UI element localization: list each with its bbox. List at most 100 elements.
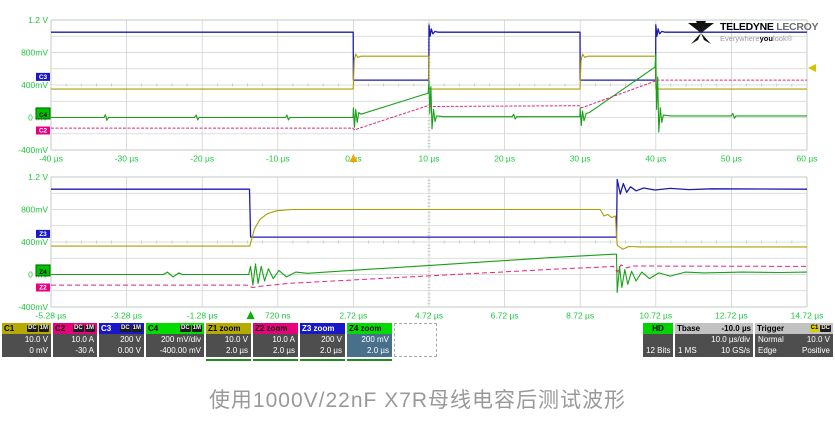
logo-text: TELEDYNE LECROY Everywhereyoulook® (720, 22, 818, 44)
x-axis-label: 4.72 µs (415, 311, 443, 321)
x-axis-label: 14.72 µs (791, 311, 824, 321)
hd-mode-box[interactable]: HD 12 Bits (643, 323, 673, 357)
c1-impedance-badge: 1M (38, 325, 49, 332)
logo-tagline2: you (759, 34, 773, 43)
trace-zero-tag-label: Z3 (39, 231, 47, 238)
y-axis-label: 400mV (21, 237, 48, 247)
c1-vdiv: 10.0 V (24, 335, 48, 344)
y-axis-label: 400mV (21, 80, 48, 90)
channel-box-c4[interactable]: C4 DC 1M 200 mV/div -400.00 mV (146, 323, 204, 357)
c1-offset: 0 mV (29, 346, 48, 355)
c2-label: C2 (55, 324, 66, 333)
y-axis-label: -400mV (18, 145, 48, 155)
c3-label: C3 (101, 324, 112, 333)
x-axis-label: -5.28 µs (36, 311, 67, 321)
c2-impedance-badge: 1M (84, 325, 95, 332)
trace-zero-tag-label: C3 (39, 74, 48, 81)
c4-offset: -400.00 mV (159, 346, 201, 355)
c1-coupling-badge: DC (26, 325, 38, 332)
zoom-box-z3[interactable]: Z3 zoom 200 V 2.0 µs (300, 323, 345, 361)
c4-impedance-badge: 1M (191, 325, 202, 332)
x-axis-label: -20 µs (190, 154, 214, 164)
c3-impedance-badge: 1M (131, 325, 142, 332)
trace-zero-tag-label: C2 (39, 128, 48, 135)
x-axis-label: -30 µs (115, 154, 139, 164)
timebase-box[interactable]: Tbase -10.0 µs 10.0 µs/div 1 MS 10 GS/s (675, 323, 753, 357)
trace-zero-tag-label: Z4 (39, 269, 47, 276)
x-axis-label: 20 µs (494, 154, 515, 164)
c4-label: C4 (148, 324, 159, 333)
x-axis-label: 2.72 µs (339, 311, 367, 321)
c4-vdiv: 200 mV/div (160, 335, 201, 344)
trace-zero-tag-label: C4 (39, 112, 48, 119)
x-axis-label: 60 µs (797, 154, 818, 164)
timebase-title: Tbase (677, 324, 701, 333)
timebase-samplerate: 10 GS/s (721, 346, 750, 355)
c2-coupling-badge: DC (72, 325, 84, 332)
trigger-level-marker (808, 63, 816, 72)
z3-label: Z3 zoom (300, 323, 345, 334)
waveform-z3 (51, 178, 808, 238)
logo-tagline1: Everywhere (720, 34, 760, 43)
z1-label: Z1 zoom (206, 323, 251, 334)
trigger-mode: Normal (758, 335, 784, 344)
x-axis-label: 12.72 µs (715, 311, 748, 321)
timebase-offset: -10.0 µs (721, 324, 751, 333)
y-axis-label: 800mV (21, 205, 48, 215)
x-axis-label: -3.28 µs (111, 311, 142, 321)
waveform-c1 (51, 53, 807, 90)
y-axis-label: 1.2 V (28, 172, 48, 182)
y-axis-label: -400mV (18, 302, 48, 312)
c1-label: C1 (4, 324, 15, 333)
z3-tdiv: 2.0 µs (320, 346, 342, 355)
logo-brand2: LECROY (773, 21, 819, 33)
channel-box-c1[interactable]: C1 DC 1M 10.0 V 0 mV (2, 323, 51, 357)
channel-box-c2[interactable]: C2 DC 1M 10.0 A -30 A (53, 323, 97, 357)
x-axis-label: 10 µs (419, 154, 440, 164)
c2-vdiv: 10.0 A (71, 335, 94, 344)
z4-vdiv: 200 mV (361, 335, 389, 344)
zoom-box-z1[interactable]: Z1 zoom 10.0 V 2.0 µs (206, 323, 251, 361)
z4-tdiv: 2.0 µs (367, 346, 389, 355)
trigger-coupling-badge: DC (820, 325, 831, 332)
x-axis-label: -10 µs (266, 154, 290, 164)
x-axis-label: 720 ns (265, 311, 291, 321)
hd-bits: 12 Bits (646, 346, 671, 355)
x-axis-label: -40 µs (39, 154, 63, 164)
waveform-z4 (51, 253, 808, 293)
x-axis-label: 30 µs (570, 154, 591, 164)
x-axis-label: 40 µs (645, 154, 666, 164)
z3-vdiv: 200 V (321, 335, 342, 344)
timebase-samples: 1 MS (678, 346, 697, 355)
c2-offset: -30 A (75, 346, 94, 355)
logo-tagline3: look (772, 34, 787, 43)
c3-coupling-badge: DC (119, 325, 131, 332)
waveform-z1 (51, 208, 807, 250)
trigger-time-marker (349, 154, 358, 162)
z1-vdiv: 10.0 V (224, 335, 248, 344)
x-axis-label: 10.72 µs (639, 311, 672, 321)
teledyne-star-icon (688, 21, 714, 44)
trace-zero-tag (36, 283, 50, 292)
zoom-box-z2[interactable]: Z2 zoom 10.0 A 2.0 µs (253, 323, 298, 361)
trace-zero-tag (35, 107, 51, 120)
trigger-source-badge: C1 (809, 325, 820, 332)
x-axis-label: -1.28 µs (187, 311, 218, 321)
empty-descriptor-slot[interactable] (394, 323, 437, 357)
trace-zero-tag (36, 229, 50, 238)
z2-vdiv: 10.0 A (272, 335, 295, 344)
trace-zero-tag (36, 72, 50, 81)
hd-label: HD (643, 323, 673, 334)
zoom-box-z4[interactable]: Z4 zoom 200 mV 2.0 µs (347, 323, 392, 361)
c3-offset: 0.00 V (117, 346, 141, 355)
waveform-z2 (51, 264, 808, 288)
timebase-scale: 10.0 µs/div (711, 335, 750, 344)
x-axis-label: 50 µs (721, 154, 742, 164)
z1-tdiv: 2.0 µs (226, 346, 248, 355)
channel-box-c3[interactable]: C3 DC 1M 200 V 0.00 V (99, 323, 144, 357)
y-axis-label: 1.2 V (28, 15, 48, 25)
trigger-box[interactable]: Trigger C1 DC Normal 10.0 V Edge Positive (755, 323, 833, 357)
